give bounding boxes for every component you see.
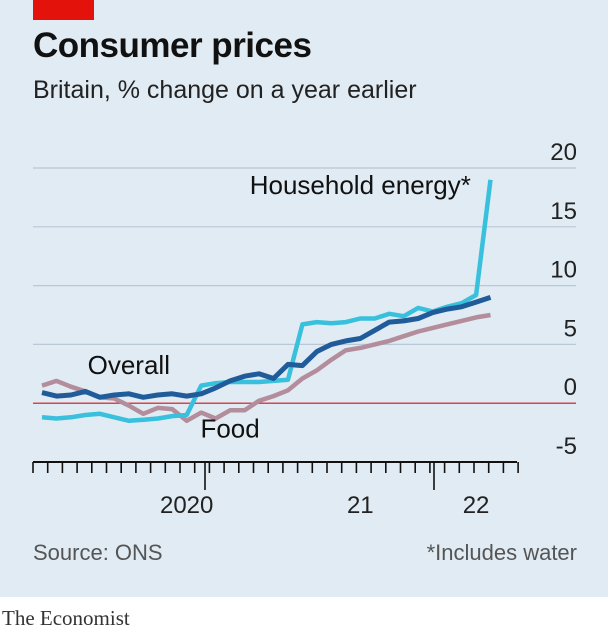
- series-label-energy: Household energy*: [250, 170, 471, 200]
- chart-card: [0, 0, 608, 597]
- y-tick-label: 20: [550, 139, 577, 166]
- series-labels: Overall Household energy* Food: [88, 170, 471, 443]
- publisher-logo: The Economist: [2, 606, 130, 630]
- brand-accent-tag: [33, 0, 94, 20]
- series-line-overall: [41, 295, 492, 400]
- source-note: Source: ONS: [33, 540, 163, 565]
- series-line-food: [41, 312, 491, 424]
- y-tick-label: 15: [550, 198, 577, 225]
- y-tick-label: -5: [556, 433, 577, 460]
- footnote: *Includes water: [426, 540, 577, 565]
- y-tick-label: 0: [564, 374, 577, 401]
- x-axis: 2020 21 22: [32, 461, 519, 519]
- chart-subtitle: Britain, % change on a year earlier: [33, 76, 417, 104]
- series-label-overall: Overall: [88, 350, 170, 380]
- line-chart: 20 15 10 5 0 -5 2020 21 22 Overall Household ene…: [32, 139, 577, 519]
- y-tick-label: 5: [564, 315, 577, 342]
- series-line-energy: [41, 179, 493, 424]
- x-tick-label: 2020: [160, 492, 213, 519]
- x-tick-label: 22: [463, 492, 490, 519]
- y-axis-labels: 20 15 10 5 0 -5: [550, 139, 577, 460]
- chart-title: Consumer prices: [33, 26, 312, 65]
- y-tick-label: 10: [550, 257, 577, 284]
- series-label-food: Food: [200, 413, 259, 443]
- series-lines: [41, 179, 493, 424]
- x-tick-label: 21: [347, 492, 374, 519]
